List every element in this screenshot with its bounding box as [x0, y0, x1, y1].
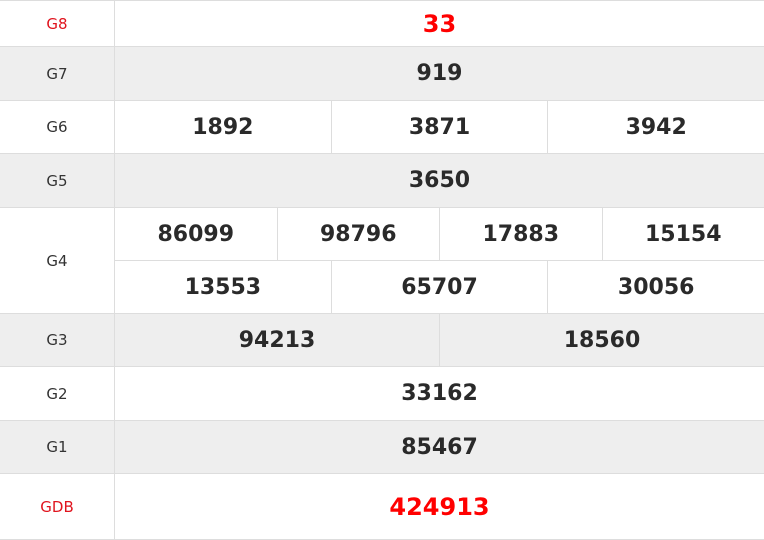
prize-row-g3: G3 94213 18560	[0, 314, 764, 367]
prize-numbers: 94213 18560	[115, 314, 764, 366]
winning-number: 94213	[238, 327, 316, 353]
number-line: 13553 65707 30056	[115, 260, 764, 313]
number-line: 94213 18560	[115, 314, 764, 366]
prize-row-g2: G2 33162	[0, 367, 764, 421]
prize-numbers: 33162	[115, 367, 764, 420]
prize-label: G3	[0, 314, 115, 366]
winning-number: 33162	[401, 381, 478, 406]
winning-number: 85467	[401, 434, 478, 460]
winning-number: 65707	[330, 261, 548, 313]
number-line: 86099 98796 17883 15154	[115, 208, 764, 260]
winning-number: 33	[422, 9, 457, 38]
prize-label: G7	[0, 47, 115, 100]
prize-label: G8	[0, 1, 115, 46]
number-line: 33	[115, 1, 764, 46]
prize-label: G5	[0, 154, 115, 207]
prize-numbers: 3650	[115, 154, 764, 207]
prize-numbers: 85467	[115, 421, 764, 473]
winning-number: 3871	[330, 101, 548, 153]
prize-row-g8: G8 33	[0, 1, 764, 47]
number-line: 919	[115, 47, 764, 100]
prize-row-g1: G1 85467	[0, 421, 764, 474]
prize-label: GDB	[0, 474, 115, 539]
prize-row-g5: G5 3650	[0, 154, 764, 208]
winning-number: 13553	[184, 274, 262, 300]
winning-number: 15154	[601, 208, 764, 260]
prize-label: G6	[0, 101, 115, 153]
winning-number: 3942	[547, 101, 764, 153]
winning-number: 1892	[192, 114, 254, 140]
number-line: 1892 3871 3942	[115, 101, 764, 153]
prize-label: G4	[0, 208, 115, 313]
winning-number: 86099	[157, 221, 235, 247]
winning-number: 424913	[389, 492, 490, 521]
prize-label: G1	[0, 421, 115, 473]
prize-numbers: 919	[115, 47, 764, 100]
winning-number: 17883	[439, 208, 602, 260]
number-line: 85467	[115, 421, 764, 473]
number-line: 3650	[115, 154, 764, 207]
winning-number: 919	[416, 61, 463, 86]
prize-row-g4: G4 86099 98796 17883 15154 13553 65707 30056	[0, 208, 764, 314]
winning-number: 30056	[547, 261, 764, 313]
prize-row-g7: G7 919	[0, 47, 764, 101]
winning-number: 18560	[439, 314, 764, 366]
prize-numbers: 86099 98796 17883 15154 13553 65707 30056	[115, 208, 764, 313]
prize-row-g6: G6 1892 3871 3942	[0, 101, 764, 154]
prize-label: G2	[0, 367, 115, 420]
winning-number: 3650	[408, 168, 471, 193]
winning-number: 98796	[276, 208, 440, 260]
number-line: 424913	[115, 474, 764, 539]
prize-row-gdb: GDB 424913	[0, 474, 764, 540]
prize-numbers: 424913	[115, 474, 764, 539]
prize-numbers: 33	[115, 1, 764, 46]
prize-numbers: 1892 3871 3942	[115, 101, 764, 153]
number-line: 33162	[115, 367, 764, 420]
